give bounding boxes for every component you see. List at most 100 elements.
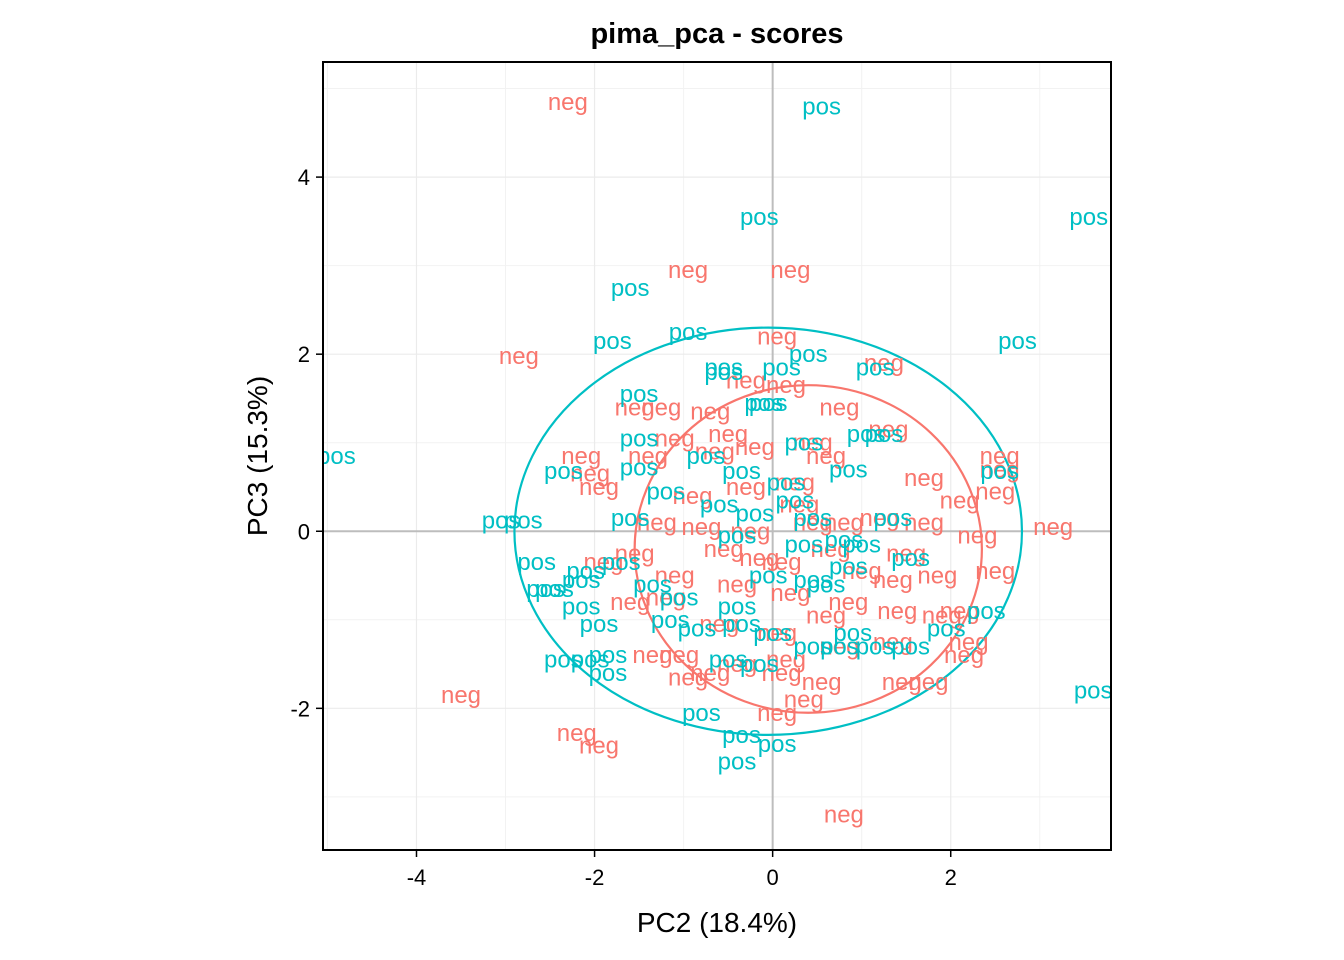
score-label-neg: neg (730, 518, 770, 545)
score-label-pos: pos (544, 458, 583, 485)
score-label-pos: pos (669, 319, 708, 346)
score-label-pos: pos (633, 571, 672, 598)
score-label-pos: pos (660, 585, 699, 612)
score-label-neg: neg (739, 545, 779, 572)
score-label-pos: pos (678, 616, 717, 643)
score-label-pos: pos (317, 443, 356, 470)
score-label-pos: pos (776, 487, 815, 514)
score-label-pos: pos (709, 647, 748, 674)
score-label-neg: neg (802, 669, 842, 696)
x-tick-label: -2 (585, 865, 605, 890)
x-tick-label: -4 (407, 865, 427, 890)
score-label-pos: pos (620, 381, 659, 408)
score-label-pos: pos (802, 93, 841, 120)
score-label-pos: pos (722, 611, 761, 638)
score-label-neg: neg (766, 372, 806, 399)
score-label-neg: neg (668, 664, 708, 691)
score-label-pos: pos (651, 607, 690, 634)
score-label-neg: neg (690, 399, 730, 426)
score-label-neg: neg (659, 642, 699, 669)
score-label-pos: pos (789, 341, 828, 368)
score-label-pos: pos (1069, 204, 1108, 231)
score-label-pos: pos (980, 458, 1019, 485)
score-label-neg: neg (561, 443, 601, 470)
score-label-neg: neg (873, 567, 913, 594)
score-label-neg: neg (757, 700, 797, 727)
chart-title: pima_pca - scores (590, 18, 843, 50)
score-label-neg: neg (766, 647, 806, 674)
score-label-neg: neg (557, 720, 597, 747)
score-label-pos: pos (762, 354, 801, 381)
score-label-neg: neg (1033, 514, 1073, 541)
y-axis-title: PC3 (15.3%) (242, 376, 273, 536)
score-label-pos: pos (580, 611, 619, 638)
confidence-ellipse-pos (513, 326, 1024, 736)
x-tick-label: 2 (945, 865, 957, 890)
score-label-neg: neg (980, 443, 1020, 470)
score-label-neg: neg (784, 686, 824, 713)
score-label-pos: pos (927, 616, 966, 643)
score-label-pos: pos (793, 633, 832, 660)
score-label-neg: neg (583, 549, 623, 576)
score-label-neg: neg (637, 509, 677, 536)
score-label-neg: neg (610, 589, 650, 616)
score-label-neg: neg (882, 669, 922, 696)
score-label-neg: neg (940, 598, 980, 625)
score-label-pos: pos (847, 421, 886, 448)
score-label-neg: neg (757, 323, 797, 350)
score-label-neg: neg (735, 434, 775, 461)
score-label-neg: neg (615, 394, 655, 421)
plot-panel-border (322, 61, 1112, 851)
score-label-pos: pos (562, 594, 601, 621)
score-label-neg: neg (762, 549, 802, 576)
y-axis-ticks: -2 0 2 4 (290, 165, 323, 721)
score-label-neg: neg (762, 660, 802, 687)
score-label-pos: pos (718, 594, 757, 621)
score-label-pos: pos (829, 554, 868, 581)
score-label-pos: pos (611, 275, 650, 302)
score-label-pos: pos (735, 501, 774, 528)
score-label-pos: pos (589, 642, 628, 669)
score-label-pos: pos (740, 204, 779, 231)
y-tick-label: 2 (298, 342, 310, 367)
score-label-neg: neg (655, 425, 695, 452)
score-label-neg: neg (681, 514, 721, 541)
score-label-neg: neg (570, 461, 610, 488)
score-label-neg: neg (770, 580, 810, 607)
score-label-pos: pos (842, 532, 881, 559)
score-label-neg: neg (940, 487, 980, 514)
score-label-neg: neg (690, 660, 730, 687)
score-label-pos: pos (602, 549, 641, 576)
score-label-neg: neg (770, 257, 810, 284)
score-label-neg: neg (641, 394, 681, 421)
score-label-pos: pos (820, 633, 859, 660)
score-label-pos: pos (998, 328, 1037, 355)
score-label-neg: neg (499, 343, 539, 370)
score-label-neg: neg (806, 602, 846, 629)
score-label-neg: neg (548, 89, 588, 116)
score-label-neg: neg (757, 620, 797, 647)
score-label-neg: neg (975, 478, 1015, 505)
score-label-pos: pos (517, 549, 556, 576)
score-label-pos: pos (482, 508, 521, 535)
score-label-pos: pos (749, 563, 788, 590)
score-label-pos: pos (544, 647, 583, 674)
score-label-pos: pos (704, 359, 743, 386)
score-label-neg: neg (579, 474, 619, 501)
y-tick-label: 4 (298, 165, 310, 190)
score-label-neg: neg (726, 474, 766, 501)
score-label-neg: neg (717, 571, 757, 598)
minor-gridlines (323, 62, 1111, 850)
score-label-pos: pos (722, 458, 761, 485)
score-label-pos: pos (793, 567, 832, 594)
score-label-pos: pos (687, 443, 726, 470)
score-label-pos: pos (833, 620, 872, 647)
score-label-pos: pos (744, 390, 783, 417)
score-label-neg: neg (904, 465, 944, 492)
score-label-neg: neg (842, 558, 882, 585)
score-label-pos: pos (646, 478, 685, 505)
score-label-pos: pos (571, 647, 610, 674)
score-label-neg: neg (695, 439, 735, 466)
